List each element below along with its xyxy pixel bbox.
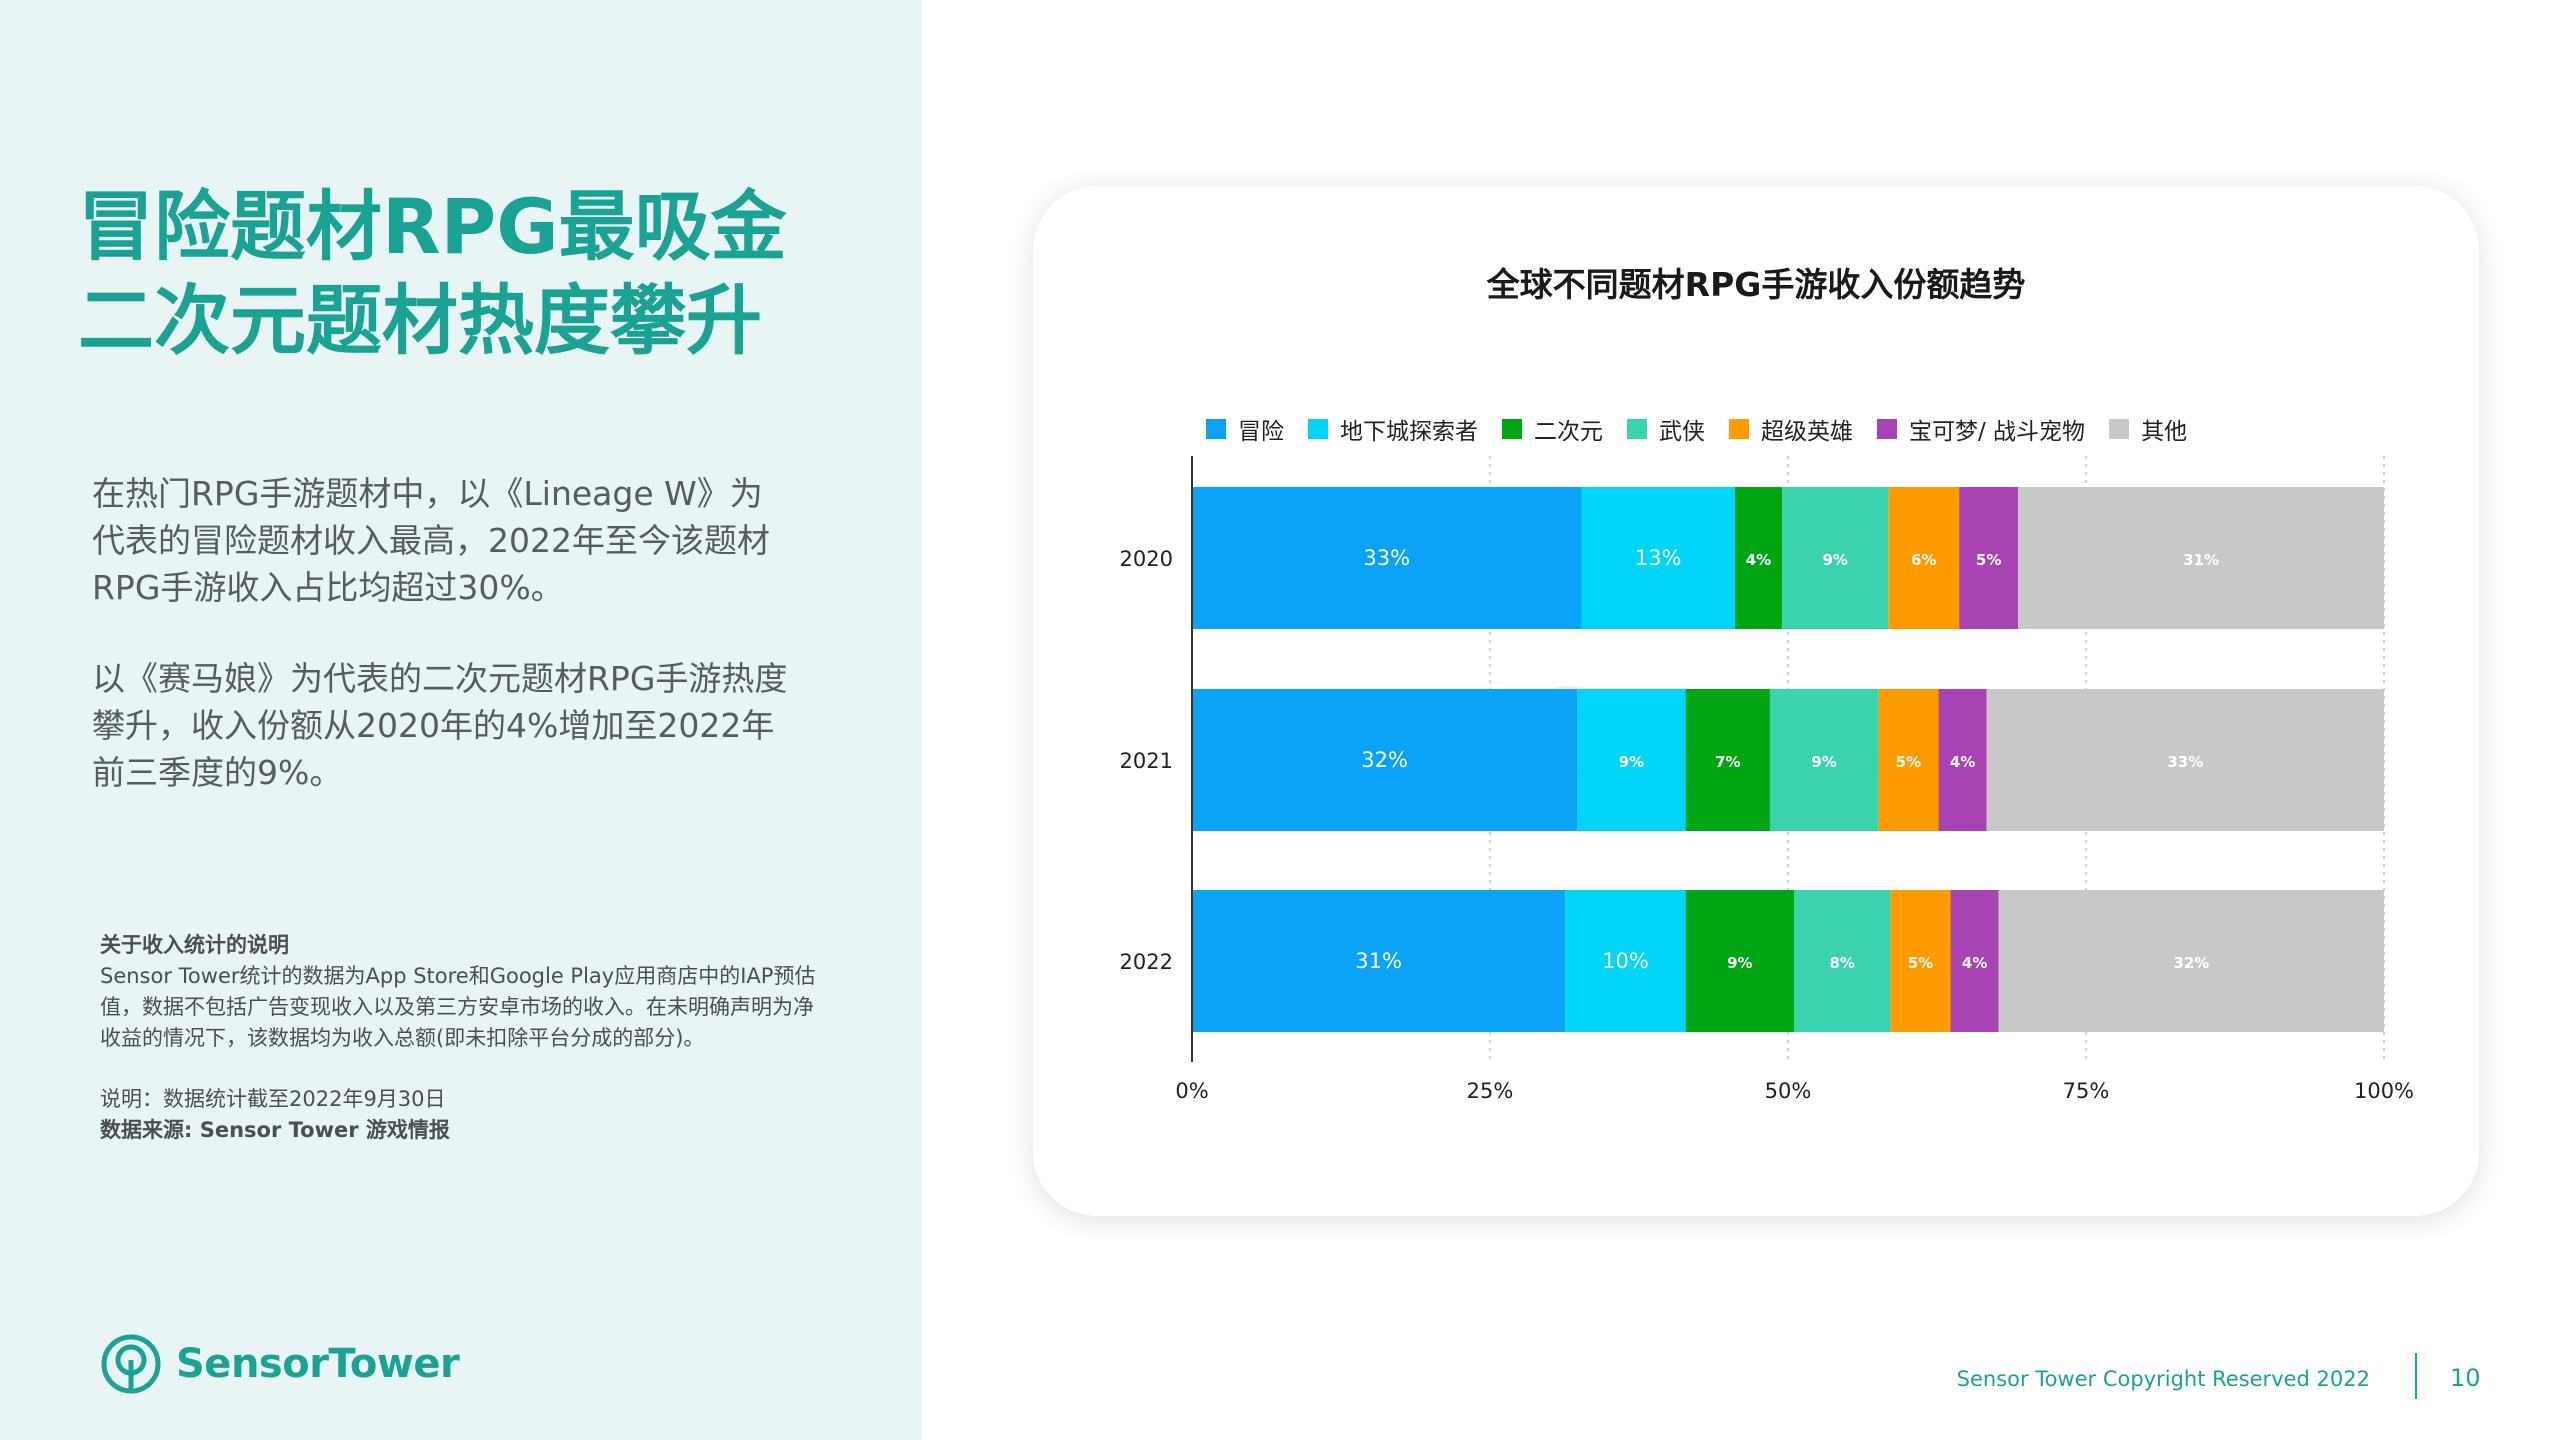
brand-name: SensorTower (176, 1341, 460, 1387)
y-category-label: 2020 (1120, 547, 1173, 571)
page-number: 10 (2450, 1364, 2481, 1392)
bar-segment (1888, 487, 1960, 629)
legend-label: 其他 (2141, 419, 2188, 445)
bar-data-label: 32% (2173, 954, 2209, 972)
bar-segment (1192, 890, 1566, 1032)
x-tick-label: 0% (1175, 1079, 1208, 1103)
bar-segment (1890, 890, 1951, 1032)
brand-logo: SensorTower (100, 1332, 460, 1396)
bar-data-label: 31% (1355, 949, 1402, 973)
x-tick-label: 100% (2354, 1079, 2414, 1103)
chart-title: 全球不同题材RPG手游收入份额趋势 (1486, 265, 2026, 304)
legend-item: 宝可梦/ 战斗宠物 (1877, 412, 2085, 446)
bar-segment (1685, 890, 1795, 1032)
bar-data-label: 13% (1635, 546, 1682, 570)
bar-data-label: 33% (2167, 753, 2203, 771)
left-panel (0, 0, 922, 1440)
bar-segment (1938, 689, 1987, 831)
bar-data-label: 9% (1811, 753, 1836, 771)
bar-segment (1577, 689, 1686, 831)
bar-data-label: 9% (1727, 954, 1752, 972)
bar-data-label: 6% (1911, 551, 1936, 569)
summary-paragraph-2: 以《赛马娘》为代表的二次元题材RPG手游热度攀升，收入份额从2020年的4%增加… (92, 659, 788, 792)
legend-swatch (2109, 419, 2130, 439)
bar-data-label: 9% (1822, 551, 1847, 569)
legend-item: 超级英雄 (1729, 412, 1853, 446)
note-date: 说明：数据统计截至2022年9月30日 (100, 1087, 446, 1111)
legend-swatch (1729, 419, 1749, 439)
note-title: 关于收入统计的说明 (100, 933, 289, 957)
bar-segment (1878, 689, 1939, 831)
bar-data-label: 33% (1363, 546, 1410, 570)
legend-item: 冒险 (1206, 412, 1284, 446)
note-source: 数据来源: Sensor Tower 游戏情报 (100, 1118, 450, 1142)
bar-segment (1950, 890, 1999, 1032)
summary-paragraph-1: 在热门RPG手游题材中，以《Lineage W》为代表的冒险题材收入最高，202… (92, 474, 770, 607)
legend-item: 地下城探索者 (1308, 412, 1478, 446)
bar-segment (1959, 487, 2019, 629)
bar-data-label: 5% (1976, 551, 2001, 569)
bar-segment (1782, 487, 1889, 629)
legend-swatch (1627, 419, 1647, 439)
bar-segment (1998, 890, 2384, 1032)
headline-line-2: 二次元题材热度攀升 (78, 276, 762, 365)
note-body: Sensor Tower统计的数据为App Store和Google Play应… (100, 964, 816, 1050)
bar-data-label: 32% (1361, 748, 1408, 772)
bar-segment (1986, 689, 2384, 831)
legend-label: 宝可梦/ 战斗宠物 (1909, 419, 2086, 445)
legend-swatch (1877, 419, 1897, 439)
bar-data-label: 10% (1602, 949, 1649, 973)
bar-segment (1685, 689, 1770, 831)
bar-data-label: 4% (1962, 954, 1987, 972)
bar-segment (1794, 890, 1891, 1032)
y-category-label: 2021 (1120, 749, 1173, 773)
bar-segment (1734, 487, 1783, 629)
legend-swatch (1308, 419, 1328, 439)
legend-swatch (1502, 419, 1522, 439)
bar-segment (1769, 689, 1879, 831)
bar-data-label: 9% (1619, 753, 1644, 771)
chart-legend: 冒险 地下城探索者 二次元 武侠 超级英雄 宝可梦/ 战斗宠物 其他 (1206, 412, 2211, 446)
bar-data-label: 5% (1908, 954, 1933, 972)
bar-data-label: 4% (1950, 753, 1975, 771)
page-headline: 冒险题材RPG最吸金 二次元题材热度攀升 (78, 180, 898, 368)
bar-data-label: 5% (1896, 753, 1921, 771)
bar-segment (1192, 689, 1578, 831)
x-tick-label: 75% (2063, 1079, 2110, 1103)
legend-label: 武侠 (1659, 419, 1705, 445)
legend-label: 超级英雄 (1761, 419, 1853, 445)
legend-item: 二次元 (1502, 412, 1603, 446)
bar-segment (1565, 890, 1686, 1032)
legend-swatch (1206, 419, 1226, 439)
bar-data-label: 4% (1746, 551, 1771, 569)
bar-data-label: 7% (1715, 753, 1740, 771)
legend-item: 其他 (2109, 412, 2187, 446)
legend-label: 冒险 (1238, 419, 1284, 445)
sensor-tower-logo-icon (101, 1334, 161, 1394)
x-tick-label: 50% (1765, 1079, 1812, 1103)
bar-segment (1192, 487, 1582, 629)
x-tick-label: 25% (1467, 1079, 1514, 1103)
bar-segment (1581, 487, 1735, 629)
headline-line-1: 冒险题材RPG最吸金 (78, 182, 787, 271)
footer-copyright: Sensor Tower Copyright Reserved 2022 (1956, 1367, 2370, 1391)
legend-label: 地下城探索者 (1340, 419, 1478, 445)
footer-divider (2415, 1353, 2417, 1399)
legend-label: 二次元 (1534, 419, 1603, 445)
y-category-label: 2022 (1120, 950, 1173, 974)
bar-data-label: 31% (2183, 551, 2219, 569)
bar-data-label: 8% (1829, 954, 1854, 972)
bar-segment (2018, 487, 2384, 629)
legend-item: 武侠 (1627, 412, 1705, 446)
